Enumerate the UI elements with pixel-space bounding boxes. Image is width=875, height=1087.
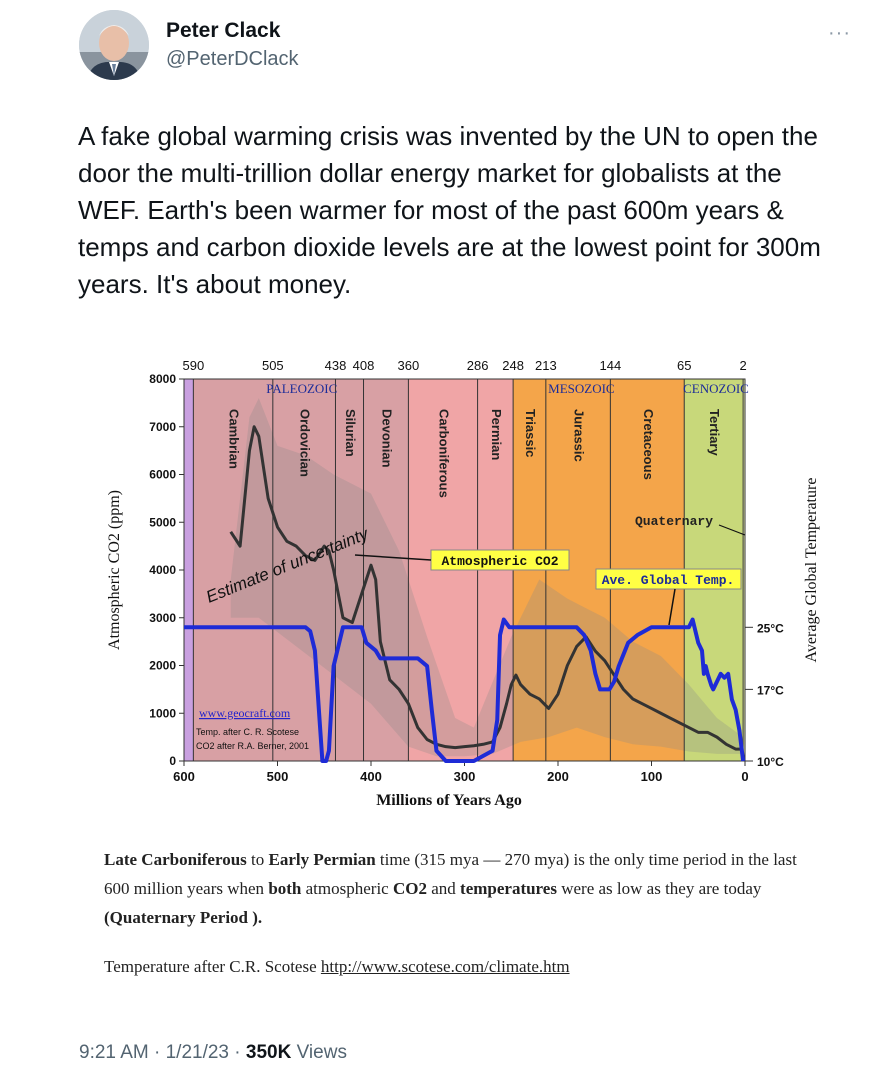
x-tick-label: 200 bbox=[547, 769, 569, 784]
tweet-meta: 9:21 AM · 1/21/23 · 350K Views bbox=[79, 1042, 347, 1064]
period-label: Cambrian bbox=[227, 409, 242, 469]
meta-separator: · bbox=[148, 1042, 166, 1063]
x-tick-label: 0 bbox=[741, 769, 748, 784]
y-tick-label: 6000 bbox=[149, 468, 176, 482]
top-tick-label: 438 bbox=[325, 358, 347, 373]
co2-label: Atmospheric CO2 bbox=[441, 554, 558, 569]
period-label: Triassic bbox=[523, 409, 538, 457]
right-tick-label: 10°C bbox=[757, 755, 784, 769]
top-tick-label: 505 bbox=[262, 358, 284, 373]
source-link[interactable]: http://www.scotese.com/climate.htm bbox=[320, 957, 570, 976]
y-axis-label: Atmospheric CO2 (ppm) bbox=[106, 490, 123, 650]
period-label: Permian bbox=[489, 409, 504, 460]
caption-text: and bbox=[426, 879, 461, 898]
source-prefix: Temperature after C.R. Scotese bbox=[104, 957, 321, 976]
period-label: Ordovician bbox=[298, 409, 313, 477]
x-tick-label: 300 bbox=[454, 769, 476, 784]
caption-strong: Late Carboniferous bbox=[104, 850, 247, 869]
caption-strong: CO2 bbox=[392, 879, 427, 898]
temperature-line bbox=[184, 617, 746, 763]
tweet-time[interactable]: 9:21 AM bbox=[79, 1042, 149, 1063]
top-tick-label: 213 bbox=[535, 358, 557, 373]
period-band bbox=[272, 379, 336, 761]
author-handle[interactable]: @PeterDClack bbox=[166, 48, 299, 70]
views-label: Views bbox=[291, 1042, 347, 1063]
tweet-text: A fake global warming crisis was invente… bbox=[78, 121, 821, 299]
caption-text: atmospheric bbox=[301, 879, 393, 898]
caption-text: to bbox=[246, 850, 269, 869]
band-precambrian bbox=[184, 379, 194, 761]
period-label: Jurassic bbox=[572, 409, 587, 462]
x-tick-label: 500 bbox=[267, 769, 289, 784]
avatar[interactable] bbox=[79, 10, 149, 80]
y-tick-label: 2000 bbox=[149, 659, 176, 673]
period-label: Cretaceous bbox=[641, 409, 656, 480]
period-label: Silurian bbox=[343, 409, 358, 457]
caption-text: were as low as they are today bbox=[556, 879, 762, 898]
credit-link: www.geocraft.com bbox=[199, 706, 291, 720]
uncertainty-envelope bbox=[230, 398, 744, 757]
source-line: Temperature after C.R. Scotese http://ww… bbox=[104, 957, 570, 977]
credit-text: CO2 after R.A. Berner, 2001 bbox=[196, 741, 309, 751]
top-tick-label: 65 bbox=[677, 358, 691, 373]
y-tick-label: 0 bbox=[169, 754, 176, 768]
temp-label: Ave. Global Temp. bbox=[602, 573, 735, 588]
x-tick-label: 400 bbox=[360, 769, 382, 784]
quaternary-pointer bbox=[718, 524, 746, 536]
top-tick-label: 144 bbox=[600, 358, 622, 373]
author-name[interactable]: Peter Clack bbox=[166, 19, 281, 42]
caption-strong: both bbox=[268, 879, 302, 898]
tweet-date[interactable]: 1/21/23 bbox=[165, 1042, 230, 1063]
band-quaternary bbox=[743, 379, 745, 761]
chart: 590 505 438 408 360 286 248 213 144 65 2 PALEOZOIC M… bbox=[106, 358, 820, 809]
tweet-media[interactable]: 590 505 438 408 360 286 248 213 144 65 2 PALEOZOIC M… bbox=[79, 345, 839, 1010]
top-tick-label: 360 bbox=[398, 358, 420, 373]
top-tick-label: 286 bbox=[467, 358, 489, 373]
chart-caption: Late Carboniferous to Early Permian time… bbox=[104, 845, 824, 932]
caption-text: time (315 mya — 270 mya) is the only tim… bbox=[104, 850, 797, 898]
y-tick-label: 1000 bbox=[149, 706, 176, 720]
caption-strong: Early Permian bbox=[268, 850, 376, 869]
y-axis-label-right: Average Global Temperature bbox=[803, 478, 820, 663]
era-label: CENOZOIC bbox=[683, 381, 749, 396]
meta-separator: · bbox=[229, 1042, 246, 1063]
top-tick-label: 248 bbox=[502, 358, 524, 373]
x-axis-label: Millions of Years Ago bbox=[376, 792, 522, 809]
right-tick-label: 17°C bbox=[757, 683, 784, 697]
co2-line bbox=[229, 425, 744, 751]
right-tick-label: 25°C bbox=[757, 621, 784, 635]
quaternary-label: Quaternary bbox=[635, 514, 713, 529]
temp-pointer bbox=[668, 588, 676, 626]
y-tick-label: 4000 bbox=[149, 563, 176, 577]
y-tick-label: 3000 bbox=[149, 611, 176, 625]
period-label: Carboniferous bbox=[437, 409, 452, 498]
period-label: Tertiary bbox=[707, 409, 722, 456]
co2-pointer bbox=[354, 554, 432, 561]
caption-strong: temperatures bbox=[460, 879, 557, 898]
x-tick-label: 600 bbox=[173, 769, 195, 784]
temp-label-box bbox=[595, 568, 742, 590]
era-label: PALEOZOIC bbox=[266, 381, 337, 396]
y-tick-label: 5000 bbox=[149, 515, 176, 529]
x-tick-label: 100 bbox=[641, 769, 663, 784]
y-tick-label: 7000 bbox=[149, 420, 176, 434]
credit-text: Temp. after C. R. Scotese bbox=[196, 727, 299, 737]
top-tick-label: 590 bbox=[182, 358, 204, 373]
caption-strong: (Quaternary Period ). bbox=[104, 908, 263, 927]
top-tick-label: 2 bbox=[740, 358, 747, 373]
period-band bbox=[335, 379, 364, 761]
y-tick-label: 8000 bbox=[149, 372, 176, 386]
more-options-icon[interactable]: ··· bbox=[828, 22, 851, 44]
top-tick-label: 408 bbox=[353, 358, 375, 373]
period-label: Devonian bbox=[380, 409, 395, 468]
era-label: MESOZOIC bbox=[548, 381, 614, 396]
view-count: 350K bbox=[245, 1042, 292, 1063]
